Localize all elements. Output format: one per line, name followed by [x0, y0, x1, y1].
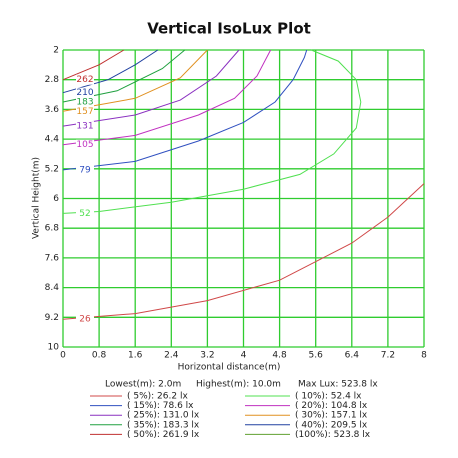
y-tick-label: 6	[53, 194, 59, 204]
contour-label-bg	[76, 106, 94, 117]
contour-line	[62, 49, 159, 94]
contour-label-bg	[76, 87, 94, 98]
legend-label: ( 10%): 52.4 lx	[295, 392, 362, 402]
legend-label: ( 30%): 157.1 lx	[295, 411, 368, 421]
contour-line	[62, 49, 272, 146]
x-tick-label: 8	[421, 351, 427, 361]
x-tick-label: 7.2	[381, 351, 395, 361]
x-tick-label: 2.4	[164, 351, 179, 361]
legend-label: ( 40%): 209.5 lx	[295, 420, 368, 430]
contour-line	[62, 49, 125, 81]
y-tick-label: 6.8	[45, 224, 60, 234]
contour-label: 79	[79, 165, 91, 175]
y-tick-label: 4.4	[45, 135, 60, 145]
legend-label: ( 5%): 26.2 lx	[127, 392, 188, 402]
y-tick-label: 10	[48, 343, 60, 353]
legend-label: ( 15%): 78.6 lx	[127, 401, 194, 411]
y-tick-label: 5.2	[45, 164, 59, 174]
y-tick-label: 2	[53, 46, 59, 56]
x-axis-title: Horizontal distance(m)	[178, 363, 281, 373]
legend-label: ( 35%): 183.3 lx	[127, 420, 200, 430]
contour-line	[62, 49, 208, 112]
contour-label-bg	[76, 314, 94, 325]
contour-label-bg	[76, 121, 94, 132]
contour-label-bg	[76, 96, 94, 107]
contour-label: 157	[76, 107, 93, 117]
contour-line	[62, 49, 308, 171]
legend-label: ( 50%): 261.9 lx	[127, 430, 200, 440]
x-tick-label: 0.8	[92, 351, 107, 361]
max-lux: Max Lux: 523.8 lx	[298, 380, 378, 390]
contour-label: 262	[76, 75, 93, 85]
contour-line	[62, 49, 362, 214]
y-tick-label: 3.6	[45, 105, 60, 115]
contour-label: 131	[76, 122, 93, 132]
contour-label: 183	[76, 97, 93, 107]
y-axis-title: Vertical Height(m)	[32, 157, 42, 239]
contour-label: 52	[79, 209, 90, 219]
y-tick-label: 9.2	[45, 313, 59, 323]
x-tick-label: 6.4	[345, 351, 360, 361]
contour-label-bg	[76, 164, 94, 175]
legend-label: (100%): 523.8 lx	[295, 430, 371, 440]
contour-label-bg	[76, 139, 94, 150]
x-tick-label: 4	[241, 351, 247, 361]
y-tick-label: 8.4	[45, 283, 60, 293]
contour-label: 105	[76, 140, 93, 150]
contour-label-bg	[76, 208, 94, 219]
x-tick-label: 0	[60, 351, 66, 361]
x-tick-label: 4.8	[272, 351, 287, 361]
legend-label: ( 25%): 131.0 lx	[127, 411, 200, 421]
contour-label: 210	[76, 88, 93, 98]
x-tick-label: 1.6	[128, 351, 143, 361]
legend-label: ( 20%): 104.8 lx	[295, 401, 368, 411]
x-tick-label: 5.6	[309, 351, 324, 361]
contour-line	[62, 49, 240, 127]
contour-label-bg	[76, 74, 94, 85]
x-tick-label: 3.2	[200, 351, 214, 361]
contour-line	[62, 183, 425, 320]
lowest: Lowest(m): 2.0m	[105, 380, 181, 390]
contour-label: 26	[79, 315, 91, 325]
highest: Highest(m): 10.0m	[196, 380, 281, 390]
y-tick-label: 2.8	[45, 75, 60, 85]
y-tick-label: 7.6	[45, 253, 60, 263]
chart-title: Vertical IsoLux Plot	[147, 20, 311, 38]
